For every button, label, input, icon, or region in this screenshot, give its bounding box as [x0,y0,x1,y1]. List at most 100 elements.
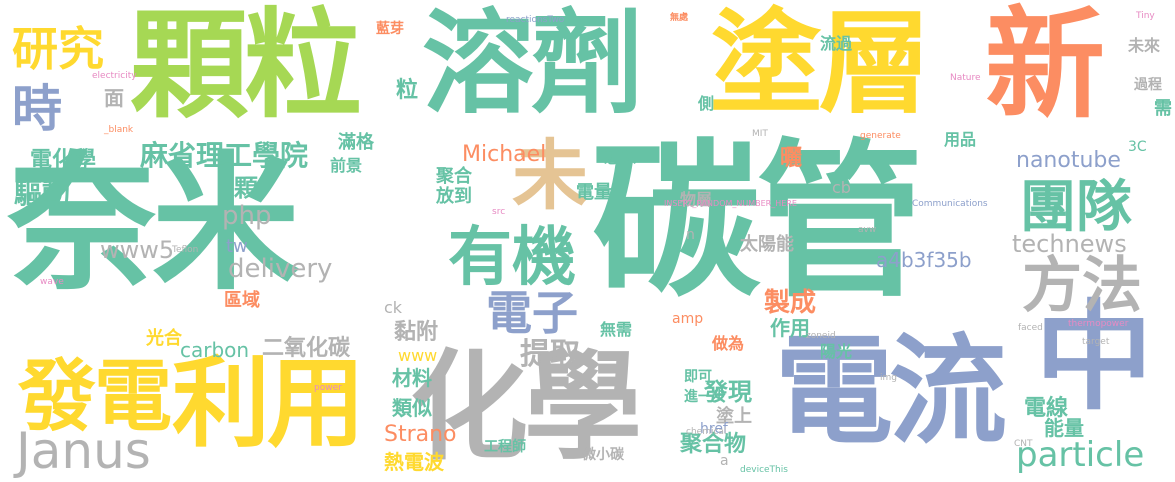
word-imagine: 想像 [604,148,637,167]
word-www5: www5 [100,236,175,264]
word-research: 研究 [12,22,104,76]
word-region: 區域 [224,290,260,311]
word-time: 時 [12,80,62,138]
word-bask: 曬 [780,146,803,171]
word-img: img [880,373,897,383]
word-tw: tw [226,236,248,257]
word-tiny-carbon: 微小碳 [582,447,624,463]
word-similar: 類似 [392,396,432,420]
word-target: target [1082,337,1110,347]
word-www: www [398,346,438,365]
word-drive: 驅動 [14,177,71,210]
word-extract: 提取 [520,337,580,372]
word-cb: cb [832,178,851,197]
word-photosynthesis: 光合 [146,328,182,349]
word-tiny: Tiny [1136,11,1155,21]
word-chemical: chemical [686,427,727,437]
word-full-bar: 滿格 [338,132,374,153]
word-further: 進一步 [684,389,726,405]
word-surface: 面 [104,86,124,110]
word-put-into: 放到 [436,186,472,207]
word-polymer: 聚合物 [680,432,747,457]
word-faced: faced [1018,323,1043,333]
word-n: n [686,227,695,243]
word-delivery: delivery [228,254,333,284]
word-php: php [222,201,272,231]
word-michael: Michael [462,142,547,167]
word-devicethis: deviceThis [740,465,788,475]
word-janus: Janus [16,422,151,480]
word-strano: Strano [384,422,457,447]
word-charge: 電量 [576,182,612,203]
word-flow-through: 流過 [820,34,853,53]
word-engineer: 工程師 [484,439,526,455]
word-material: 材料 [392,366,432,390]
word-mit: MIT [752,129,768,139]
word-src: src [492,207,506,217]
word-chemistry: 化學 [410,338,642,476]
word-process: 過程 [1134,77,1162,93]
word-bluetooth: 藍芽 [376,21,404,37]
word-avw: avw [858,225,877,235]
word-grain: 顆 [234,174,258,202]
word-side: 側 [698,94,715,113]
word-3c: 3C [1128,139,1147,155]
word-amp: amp [672,311,704,327]
word-insert-random: INSERT_RANDOM_NUMBER_HERE [664,199,797,208]
word-made-into: 製成 [764,288,817,318]
word-nanometer: 奈米 [8,138,300,310]
word-no-need: 無需 [600,320,633,339]
word-adhere: 黏附 [394,320,439,345]
word-team: 團隊 [1020,175,1132,240]
word-carbon-tube: 碳管 [592,124,924,320]
word-electron: 電子 [486,286,578,340]
word-prospect: 前景 [330,156,363,175]
word-communications: Communications [912,199,988,209]
word-nature: Nature [950,73,981,83]
word-mit-zh: 麻省理工學院 [140,139,309,172]
word-generate-en: generate [860,131,901,141]
word-discover: 發現 [704,378,752,406]
word-use: 利用 [172,347,365,461]
word-blank: _blank [104,125,134,135]
word-reactionstwo: reactionsTwo [506,15,565,25]
word-polymerize: 聚合 [436,166,472,187]
word-grain2: 粒 [396,78,419,103]
word-co2: 二氧化碳 [262,336,351,361]
word-ck: ck [384,298,403,317]
word-nowhere: 無處 [670,13,689,23]
word-cnt: CNT [1014,439,1033,449]
word-organic: 有機 [448,221,576,295]
word-middle: 中 [1035,288,1154,426]
word-a: a [720,453,729,469]
word-new: 新 [985,0,1105,135]
word-coat-on: 塗上 [716,406,752,427]
word-particle-zh: 顆粒 [130,0,362,134]
word-future: 未來 [1128,36,1161,55]
word-effect: 作用 [770,316,810,340]
word-power: power [314,383,342,393]
word-wire: 電線 [1024,396,1069,421]
word-carbon: carbon [180,338,250,362]
word-thermopower: thermopower [1068,319,1129,329]
word-zoneid: zoneid [806,331,836,341]
word-electricity: electricity [92,71,137,81]
word-not-yet: 未 [512,131,588,220]
word-thermopower-wave: 熱電波 [384,450,444,474]
word-energy: 能量 [1044,416,1084,440]
word-nanotube: nanotube [1016,148,1121,173]
word-then-can: 即可 [684,369,712,385]
word-sunlight: 陽光 [820,342,853,361]
word-method: 方法 [1022,251,1142,321]
word-solar: 太陽能 [740,234,794,255]
word-generate: 發電 [18,352,172,442]
word-teflon: Teflon [172,245,199,255]
word-particle: particle [1016,435,1145,475]
word-goods: 用品 [944,130,977,149]
word-href: href [700,421,728,437]
word-need: 需 [1154,98,1172,119]
word-solvent: 溶劑 [422,0,643,129]
word-wave: wave [40,277,64,287]
word-a4b3f35b: a4b3f35b [876,248,972,272]
